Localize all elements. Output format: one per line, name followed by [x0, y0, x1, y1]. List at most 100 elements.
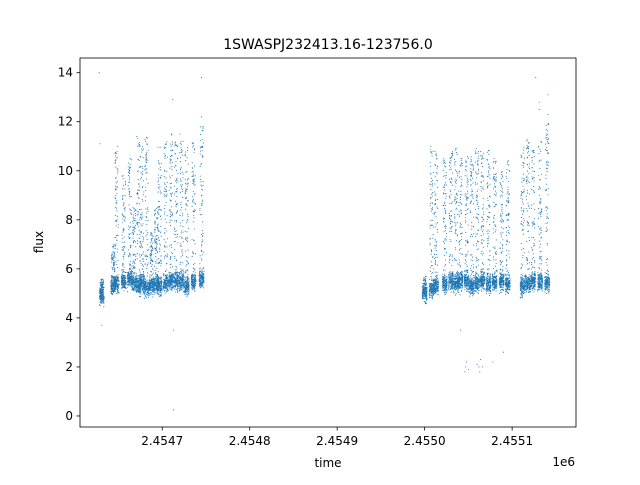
data-point — [145, 172, 147, 174]
data-point — [160, 295, 162, 297]
data-point — [146, 216, 148, 218]
data-point — [155, 289, 157, 291]
data-point — [179, 152, 181, 154]
data-point — [450, 275, 452, 277]
data-point — [159, 283, 161, 286]
data-point — [443, 284, 446, 286]
data-point — [171, 149, 174, 151]
data-point — [113, 284, 115, 286]
data-point — [154, 291, 156, 293]
data-point — [124, 184, 126, 186]
data-point — [116, 284, 118, 286]
data-point — [450, 288, 452, 290]
data-point — [180, 256, 182, 258]
data-point — [139, 242, 141, 244]
data-point — [110, 275, 112, 277]
data-point — [139, 256, 141, 258]
data-point — [136, 192, 138, 194]
data-point — [138, 219, 140, 221]
data-point — [166, 190, 168, 193]
data-point — [184, 284, 186, 286]
data-point — [436, 167, 438, 169]
data-point — [174, 141, 176, 143]
data-point — [434, 239, 436, 241]
data-point — [121, 213, 123, 215]
data-point — [423, 291, 425, 294]
data-point — [170, 251, 172, 253]
data-point — [100, 285, 102, 287]
data-point — [113, 254, 115, 256]
data-point — [123, 219, 125, 221]
data-point — [122, 284, 124, 287]
data-point — [175, 278, 178, 280]
data-point — [442, 280, 444, 282]
data-point — [140, 293, 142, 295]
data-point — [164, 218, 166, 220]
data-point — [194, 268, 196, 270]
data-point — [146, 291, 148, 293]
data-point — [444, 242, 446, 244]
data-point — [157, 207, 159, 209]
data-point — [153, 214, 156, 216]
data-point — [175, 236, 177, 239]
data-point — [182, 177, 184, 179]
data-point — [158, 188, 160, 190]
data-point — [180, 286, 182, 288]
data-point — [131, 276, 133, 278]
data-point — [448, 276, 450, 278]
data-point — [144, 290, 146, 292]
data-point — [179, 263, 181, 265]
data-point — [201, 150, 203, 152]
data-point — [180, 184, 182, 186]
data-point — [100, 283, 103, 285]
data-point — [178, 277, 180, 279]
data-point — [433, 292, 435, 294]
data-point — [164, 158, 166, 160]
data-point — [170, 150, 172, 152]
data-point — [185, 190, 187, 193]
data-point — [135, 278, 137, 280]
data-point — [444, 275, 446, 277]
data-point — [111, 259, 113, 261]
data-point — [102, 282, 104, 284]
data-point — [146, 171, 148, 174]
data-point — [135, 288, 137, 290]
data-point — [110, 292, 112, 294]
data-point — [171, 168, 173, 170]
data-point — [115, 182, 117, 184]
data-point — [431, 195, 433, 197]
data-point — [193, 289, 195, 291]
data-point — [142, 279, 144, 281]
data-point — [188, 293, 190, 295]
data-point — [115, 195, 117, 197]
data-point — [181, 289, 183, 291]
data-point — [172, 143, 174, 145]
data-point — [180, 287, 182, 289]
data-point — [429, 287, 431, 289]
data-point — [452, 275, 454, 277]
data-point — [431, 287, 433, 289]
data-point — [194, 275, 196, 277]
data-point — [124, 279, 126, 281]
data-point — [191, 286, 193, 288]
data-point — [433, 213, 436, 215]
data-point — [116, 234, 118, 236]
data-point — [124, 281, 126, 283]
data-point — [152, 282, 154, 284]
data-point — [176, 284, 178, 286]
data-point — [450, 166, 452, 168]
data-point — [200, 164, 202, 166]
data-point — [128, 228, 130, 230]
data-point — [188, 292, 190, 294]
data-point — [122, 248, 124, 250]
data-point — [116, 186, 118, 188]
data-point — [101, 289, 103, 291]
data-point — [175, 190, 177, 192]
data-point — [127, 287, 129, 289]
data-point — [201, 273, 203, 275]
data-point — [128, 204, 130, 206]
data-point — [201, 154, 203, 157]
data-point — [128, 283, 130, 285]
data-point — [158, 229, 160, 231]
data-point — [122, 264, 124, 266]
